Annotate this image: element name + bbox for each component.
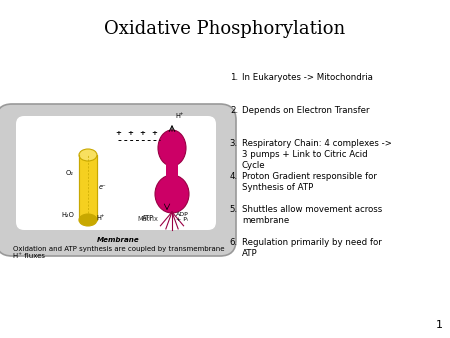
Text: ADP
+ Pᵢ: ADP + Pᵢ bbox=[176, 212, 189, 222]
Text: 1: 1 bbox=[436, 320, 443, 330]
Text: Regulation primarily by need for
ATP: Regulation primarily by need for ATP bbox=[242, 238, 382, 258]
Text: Oxidative Phosphorylation: Oxidative Phosphorylation bbox=[104, 20, 346, 38]
Text: H⁺: H⁺ bbox=[96, 215, 104, 221]
FancyBboxPatch shape bbox=[166, 161, 178, 179]
Text: Depends on Electron Transfer: Depends on Electron Transfer bbox=[242, 106, 369, 115]
Bar bbox=[79, 155, 97, 220]
Text: 3.: 3. bbox=[230, 139, 238, 148]
Text: H₂O: H₂O bbox=[61, 212, 74, 218]
Text: 2.: 2. bbox=[230, 106, 238, 115]
Text: Matrix: Matrix bbox=[138, 216, 158, 222]
Text: Membrane: Membrane bbox=[97, 237, 140, 243]
Text: 6.: 6. bbox=[230, 238, 238, 247]
FancyBboxPatch shape bbox=[0, 104, 236, 256]
Text: 4.: 4. bbox=[230, 172, 238, 181]
Text: 1.: 1. bbox=[230, 73, 238, 82]
Text: 5.: 5. bbox=[230, 205, 238, 214]
Bar bbox=[79, 155, 97, 220]
Text: e⁻: e⁻ bbox=[99, 184, 107, 190]
Ellipse shape bbox=[79, 149, 97, 161]
Text: Oxidation and ATP synthesis are coupled by transmembrane
H⁺ fluxes: Oxidation and ATP synthesis are coupled … bbox=[13, 246, 225, 260]
Text: +: + bbox=[127, 130, 133, 136]
Text: ATP: ATP bbox=[142, 215, 154, 221]
Text: H⁺: H⁺ bbox=[175, 113, 184, 119]
Text: +: + bbox=[151, 130, 157, 136]
Ellipse shape bbox=[158, 130, 186, 166]
Ellipse shape bbox=[79, 214, 97, 226]
Text: +: + bbox=[139, 130, 145, 136]
Text: +: + bbox=[115, 130, 121, 136]
Text: O₂: O₂ bbox=[66, 170, 74, 176]
Text: In Eukaryotes -> Mitochondria: In Eukaryotes -> Mitochondria bbox=[242, 73, 373, 82]
Text: Proton Gradient responsible for
Synthesis of ATP: Proton Gradient responsible for Synthesi… bbox=[242, 172, 377, 192]
Ellipse shape bbox=[155, 175, 189, 213]
FancyBboxPatch shape bbox=[16, 116, 216, 230]
Text: Shuttles allow movement across
membrane: Shuttles allow movement across membrane bbox=[242, 205, 382, 225]
Text: Respiratory Chain: 4 complexes ->
3 pumps + Link to Citric Acid
Cycle: Respiratory Chain: 4 complexes -> 3 pump… bbox=[242, 139, 392, 170]
